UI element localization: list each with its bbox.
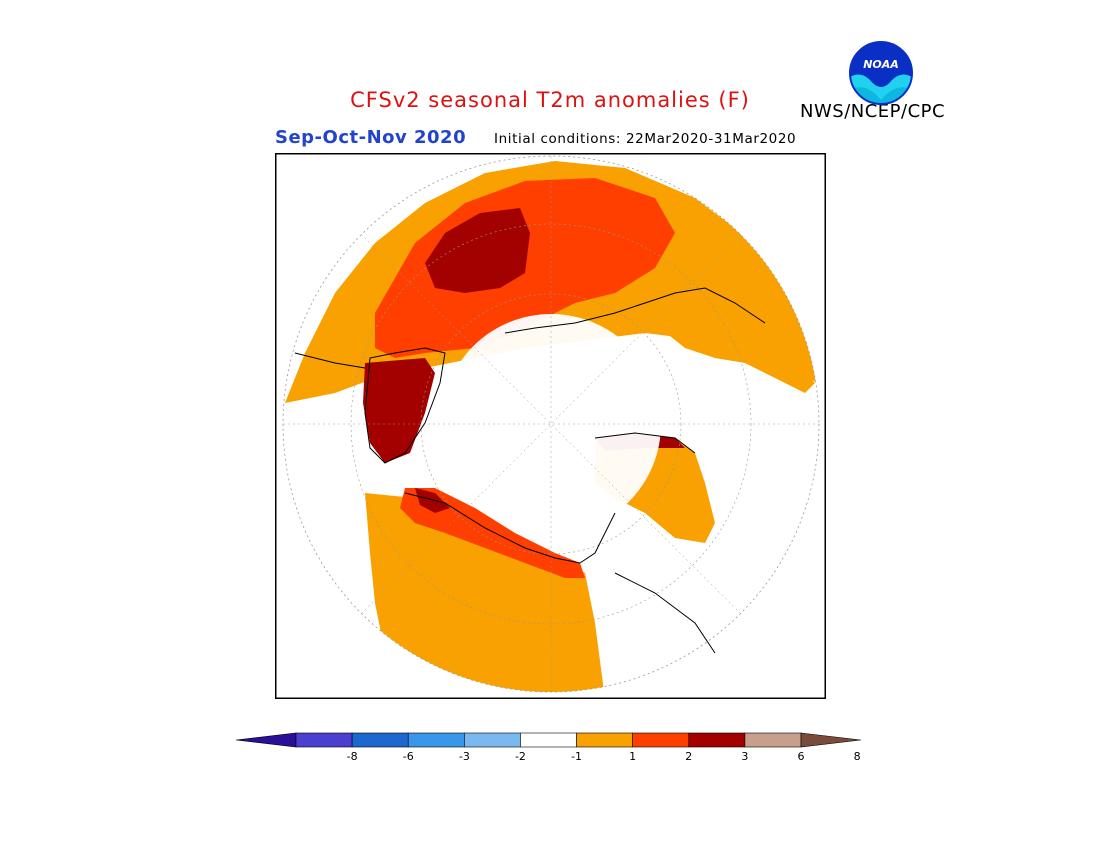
legend-bin [407,732,465,748]
coastline [294,352,366,369]
legend-tick-label: -8 [347,750,358,763]
anomaly-map [275,153,826,699]
legend-bin-arrow-low [236,732,297,748]
legend-bin [464,732,521,748]
noaa-logo-icon: NOAA [849,41,913,105]
anomaly-region-1-2f [655,273,815,393]
legend-bin [295,732,353,748]
legend-tick-label: -1 [571,750,582,763]
anomaly-region-2-3f [400,488,585,578]
color-legend: -8 -6 -3 -2 -1 1 2 3 6 8 [236,732,862,763]
anomaly-region-1-2f [365,493,605,692]
legend-bin [351,732,409,748]
coastline [614,572,716,654]
anomaly-region-3-6f [425,208,530,293]
anomaly-region-3-6f [363,358,435,463]
legend-bin-arrow-high [800,732,862,748]
legend-tick-label: -2 [515,750,526,763]
legend-tick-label: 1 [629,750,636,763]
svg-text:NOAA: NOAA [863,58,899,71]
coastline [404,492,616,564]
legend-tick-label: 8 [854,750,861,763]
coastline [594,432,696,454]
anomaly-region-3-6f [415,488,450,513]
legend-tick-label: -6 [403,750,414,763]
initial-conditions: Initial conditions: 22Mar2020-31Mar2020 [494,131,797,147]
legend-bin [688,732,746,748]
legend-tick-label: 3 [741,750,748,763]
legend-tick-label: -3 [459,750,470,763]
legend-bin [744,732,802,748]
organization-label: NWS/NCEP/CPC [800,101,946,122]
coastline [364,347,446,464]
map-title: CFSv2 seasonal T2m anomalies (F) [350,88,750,112]
legend-tick-label: 2 [685,750,692,763]
legend-bin [632,732,690,748]
coastline [504,287,766,334]
legend-bin [576,732,633,748]
forecast-period: Sep-Oct-Nov 2020 [275,127,467,148]
legend-bin [520,732,577,748]
legend-tick-label: 6 [798,750,805,763]
